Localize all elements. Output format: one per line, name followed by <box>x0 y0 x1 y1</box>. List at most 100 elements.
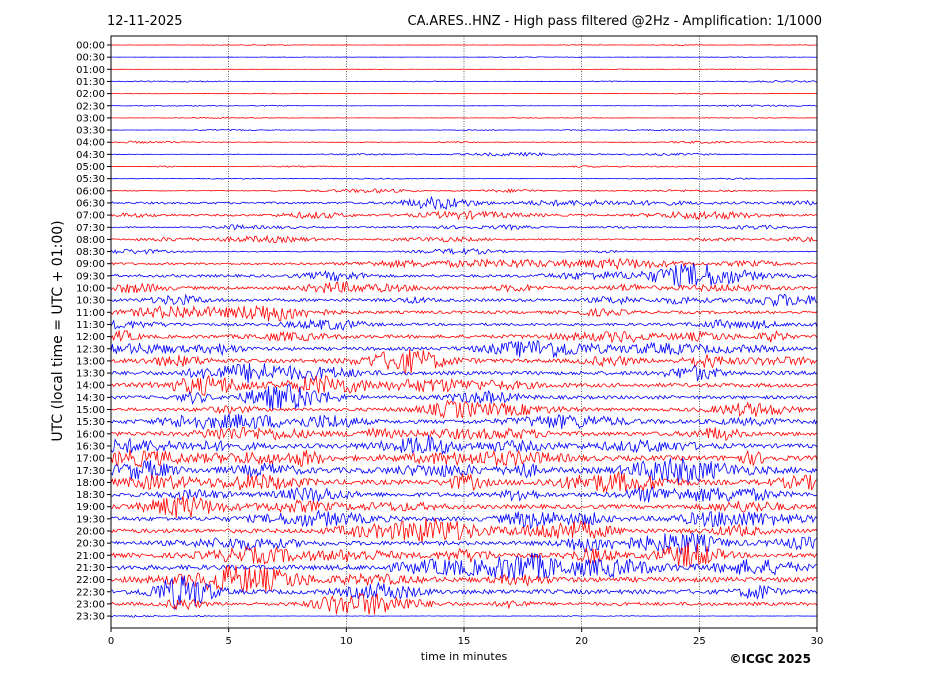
y-tick-label: 04:00 <box>76 138 105 149</box>
trace-0100 <box>110 68 818 71</box>
y-tick-label: 03:30 <box>76 126 105 137</box>
trace-0700 <box>110 210 818 221</box>
y-tick-label: 21:00 <box>76 551 105 562</box>
y-tick-label: 03:00 <box>76 113 105 124</box>
y-tick-label: 13:30 <box>76 369 105 380</box>
x-tick-label: 5 <box>225 636 231 647</box>
trace-0200 <box>110 92 818 95</box>
trace-0530 <box>110 177 818 180</box>
x-tick-label: 25 <box>693 636 706 647</box>
trace-1830 <box>110 486 818 503</box>
y-tick-label: 06:00 <box>76 186 105 197</box>
y-tick-label: 18:00 <box>76 478 105 489</box>
y-tick-label: 18:30 <box>76 490 105 501</box>
y-tick-label: 05:30 <box>76 174 105 185</box>
trace-2030 <box>110 532 818 555</box>
y-tick-label: 15:00 <box>76 405 105 416</box>
y-tick-label: 10:00 <box>76 284 105 295</box>
chart-title: CA.ARES..HNZ - High pass filtered @2Hz -… <box>408 14 822 29</box>
y-tick-label: 08:00 <box>76 235 105 246</box>
y-tick-label: 08:30 <box>76 247 105 258</box>
trace-0130 <box>110 80 818 83</box>
y-tick-label: 17:00 <box>76 454 105 465</box>
gridlines <box>228 36 700 628</box>
trace-0000 <box>110 44 818 46</box>
y-tick-label: 11:30 <box>76 320 105 331</box>
seismic-traces <box>110 44 818 618</box>
trace-1600 <box>110 426 818 442</box>
copyright-label: ©ICGC 2025 <box>729 652 811 666</box>
trace-1030 <box>110 293 818 308</box>
trace-1200 <box>110 329 818 344</box>
y-tick-label: 00:30 <box>76 53 105 64</box>
trace-2000 <box>110 518 818 543</box>
trace-1400 <box>110 374 818 396</box>
x-tick-label: 15 <box>458 636 471 647</box>
trace-0330 <box>110 128 818 132</box>
y-tick-label: 17:30 <box>76 466 105 477</box>
y-tick-label: 13:00 <box>76 356 105 367</box>
trace-0630 <box>110 196 818 211</box>
trace-0500 <box>111 165 818 168</box>
trace-2230 <box>110 575 818 610</box>
y-tick-label: 11:00 <box>76 308 105 319</box>
trace-1530 <box>110 412 818 431</box>
y-tick-label: 19:00 <box>76 502 105 513</box>
y-tick-label: 16:00 <box>76 429 105 440</box>
trace-2330 <box>110 614 818 618</box>
y-tick-label: 02:30 <box>76 101 105 112</box>
trace-0600 <box>110 188 818 194</box>
trace-0930 <box>110 263 818 288</box>
x-axis-ticks: 0 5 10 15 20 25 30 <box>108 628 824 647</box>
trace-0430 <box>110 151 818 157</box>
trace-1700 <box>110 449 818 468</box>
y-tick-label: 22:00 <box>76 575 105 586</box>
y-tick-label: 21:30 <box>76 563 105 574</box>
trace-1800 <box>110 470 818 493</box>
trace-0800 <box>110 234 818 244</box>
y-tick-label: 00:00 <box>76 41 105 52</box>
y-tick-label: 07:00 <box>76 211 105 222</box>
trace-2300 <box>110 592 818 615</box>
y-tick-label: 12:30 <box>76 344 105 355</box>
y-tick-label: 20:30 <box>76 539 105 550</box>
y-tick-label: 16:30 <box>76 441 105 452</box>
y-tick-label: 01:30 <box>76 77 105 88</box>
y-tick-label: 15:30 <box>76 417 105 428</box>
y-tick-label: 23:00 <box>76 599 105 610</box>
x-tick-label: 20 <box>575 636 588 647</box>
trace-1300 <box>110 348 818 374</box>
trace-1900 <box>110 495 818 519</box>
x-tick-label: 0 <box>108 636 114 647</box>
trace-0400 <box>110 140 818 144</box>
trace-2100 <box>110 542 818 569</box>
x-tick-label: 10 <box>340 636 353 647</box>
trace-0300 <box>110 117 818 119</box>
y-tick-label: 22:30 <box>76 587 105 598</box>
y-tick-label: 14:30 <box>76 393 105 404</box>
y-tick-label: 10:30 <box>76 296 105 307</box>
y-tick-label: 23:30 <box>76 612 105 623</box>
y-tick-label: 04:30 <box>76 150 105 161</box>
trace-2200 <box>110 565 818 593</box>
y-tick-label: 06:30 <box>76 198 105 209</box>
y-axis-label: UTC (local time = UTC + 01:00) <box>50 220 66 441</box>
y-tick-label: 09:00 <box>76 259 105 270</box>
trace-0030 <box>110 56 818 58</box>
y-tick-label: 02:00 <box>76 89 105 100</box>
y-tick-label: 14:00 <box>76 381 105 392</box>
x-tick-label: 30 <box>811 636 824 647</box>
trace-0730 <box>110 223 818 231</box>
trace-1500 <box>110 399 818 419</box>
y-tick-label: 20:00 <box>76 527 105 538</box>
trace-0830 <box>110 247 818 255</box>
trace-0230 <box>110 104 818 108</box>
trace-1130 <box>110 318 818 331</box>
trace-1330 <box>110 362 818 384</box>
y-tick-label: 07:30 <box>76 223 105 234</box>
trace-2130 <box>110 552 818 581</box>
trace-1730 <box>110 458 818 485</box>
trace-1100 <box>110 304 818 322</box>
